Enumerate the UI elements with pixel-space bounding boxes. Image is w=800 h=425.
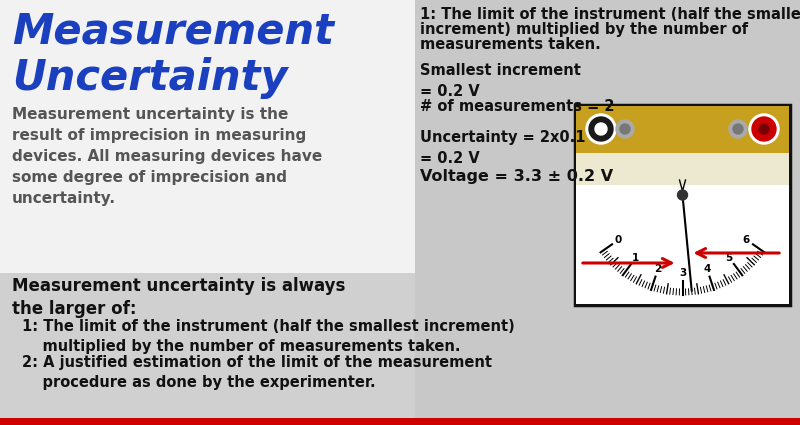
Circle shape <box>729 120 747 138</box>
Bar <box>576 106 789 153</box>
Text: Voltage = 3.3 ± 0.2 V: Voltage = 3.3 ± 0.2 V <box>420 169 613 184</box>
Circle shape <box>678 190 687 200</box>
Circle shape <box>733 124 743 134</box>
FancyArrowPatch shape <box>582 258 671 267</box>
Text: 0: 0 <box>615 235 622 245</box>
Text: Uncertainty: Uncertainty <box>12 57 288 99</box>
Text: Measurement uncertainty is always
the larger of:: Measurement uncertainty is always the la… <box>12 277 346 318</box>
Text: measurements taken.: measurements taken. <box>420 37 601 52</box>
Text: 4: 4 <box>703 264 710 274</box>
Text: 1: The limit of the instrument (half the smallest: 1: The limit of the instrument (half the… <box>420 7 800 22</box>
Text: 1: The limit of the instrument (half the smallest increment)
    multiplied by t: 1: The limit of the instrument (half the… <box>22 319 514 354</box>
Circle shape <box>759 124 769 134</box>
Circle shape <box>749 114 779 144</box>
Bar <box>576 185 789 304</box>
Circle shape <box>752 117 776 141</box>
Circle shape <box>589 117 613 141</box>
Circle shape <box>595 123 607 135</box>
Circle shape <box>620 124 630 134</box>
Circle shape <box>616 120 634 138</box>
Bar <box>0 418 800 425</box>
Text: Smallest increment
= 0.2 V: Smallest increment = 0.2 V <box>420 63 581 99</box>
Text: Measurement uncertainty is the
result of imprecision in measuring
devices. All m: Measurement uncertainty is the result of… <box>12 107 322 206</box>
Bar <box>0 273 800 425</box>
Text: 5: 5 <box>726 252 733 263</box>
Text: increment) multiplied by the number of: increment) multiplied by the number of <box>420 22 748 37</box>
FancyArrowPatch shape <box>697 249 779 258</box>
Circle shape <box>586 114 616 144</box>
Text: 1: 1 <box>632 252 639 263</box>
Bar <box>415 0 800 418</box>
Text: 2: 2 <box>654 264 662 274</box>
Bar <box>576 153 789 185</box>
Text: Measurement: Measurement <box>12 10 334 52</box>
Text: 3: 3 <box>679 268 686 278</box>
Text: 6: 6 <box>742 235 750 245</box>
Text: 2: A justified estimation of the limit of the measurement
    procedure as done : 2: A justified estimation of the limit o… <box>22 355 492 390</box>
Text: # of measurements = 2: # of measurements = 2 <box>420 99 614 114</box>
FancyBboxPatch shape <box>575 105 790 305</box>
Text: Uncertainty = 2x0.1 V
= 0.2 V: Uncertainty = 2x0.1 V = 0.2 V <box>420 130 602 166</box>
